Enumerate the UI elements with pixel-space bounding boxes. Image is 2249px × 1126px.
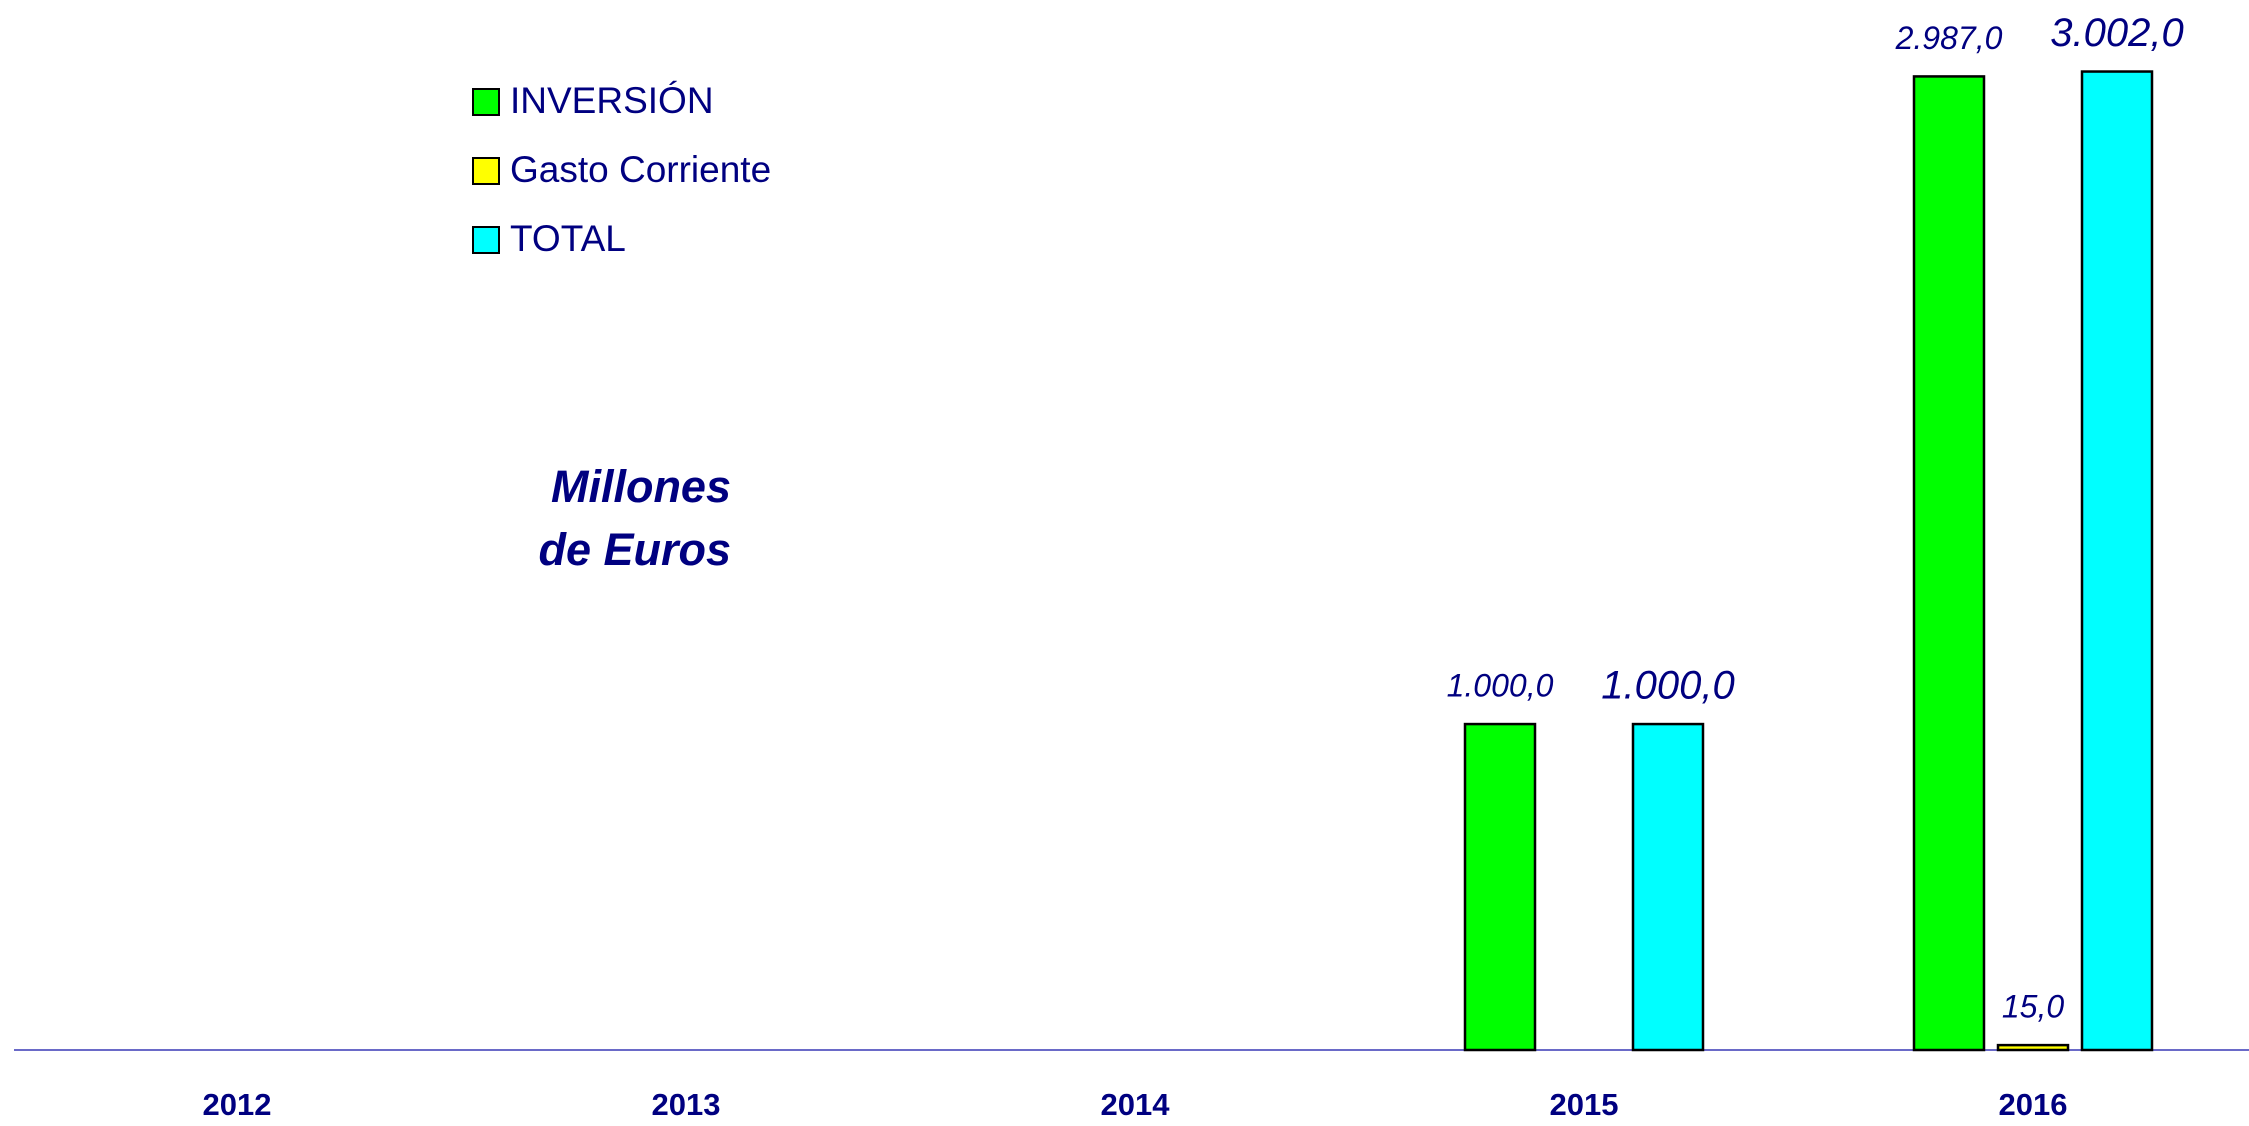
unit-label: Millones (551, 461, 731, 512)
value-label: 1.000,0 (1447, 668, 1554, 704)
legend-label: Gasto Corriente (510, 149, 771, 190)
value-label: 3.002,0 (2050, 11, 2183, 55)
bar (1912, 75, 1986, 1052)
x-tick-label: 2012 (203, 1087, 272, 1122)
legend-label: TOTAL (510, 218, 626, 259)
unit-label: de Euros (538, 524, 731, 575)
value-label: 15,0 (2002, 989, 2064, 1025)
value-label: 1.000,0 (1601, 664, 1734, 708)
bar (1463, 722, 1537, 1052)
bar (1996, 1043, 2070, 1052)
x-tick-label: 2014 (1101, 1087, 1171, 1122)
x-tick-label: 2016 (1999, 1087, 2068, 1122)
legend-swatch (472, 88, 500, 116)
legend-label: INVERSIÓN (510, 80, 714, 121)
legend-swatch (472, 226, 500, 254)
legend-swatch (472, 157, 500, 185)
x-tick-label: 2013 (652, 1087, 721, 1122)
x-tick-label: 2015 (1550, 1087, 1619, 1122)
bar (2080, 70, 2154, 1052)
bar (1631, 722, 1705, 1052)
value-label: 2.987,0 (1895, 20, 2003, 56)
